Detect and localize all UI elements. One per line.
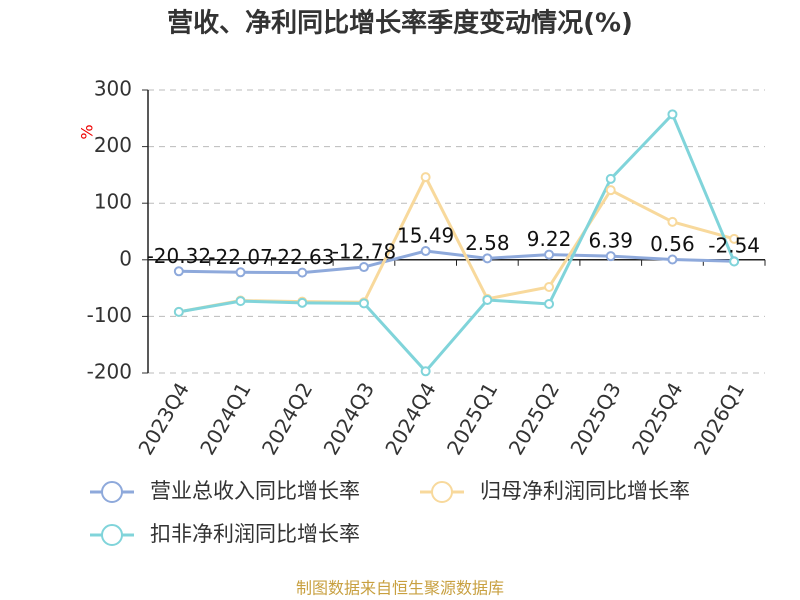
- legend-label: 归母净利润同比增长率: [480, 479, 690, 503]
- data-point: [235, 267, 246, 278]
- data-point: [420, 246, 431, 257]
- data-point: [605, 185, 616, 196]
- y-tick-label: 300: [94, 77, 132, 101]
- data-label: -20.32: [147, 244, 211, 268]
- y-tick-label: -200: [87, 360, 132, 384]
- legend-label: 扣非净利润同比增长率: [150, 522, 360, 546]
- data-point: [173, 306, 184, 317]
- data-point: [544, 298, 555, 309]
- data-point: [729, 233, 740, 244]
- data-label: 9.22: [527, 227, 572, 251]
- data-label: 2.58: [465, 231, 510, 255]
- x-tick-label: 2024Q2: [257, 378, 317, 459]
- data-point: [420, 366, 431, 377]
- data-label: 0.56: [650, 232, 695, 256]
- data-label: -2.54: [708, 234, 760, 258]
- x-tick-label: 2024Q1: [195, 378, 255, 459]
- data-point: [605, 251, 616, 262]
- legend-marker: [101, 481, 123, 503]
- data-label: -12.78: [332, 240, 396, 264]
- x-tick-label: 2025Q4: [627, 378, 687, 459]
- data-point: [358, 298, 369, 309]
- data-point: [173, 266, 184, 277]
- x-tick-label: 2025Q1: [442, 378, 502, 459]
- data-point: [729, 256, 740, 267]
- x-tick-label: 2024Q4: [380, 378, 440, 459]
- x-tick-label: 2024Q3: [319, 378, 379, 459]
- data-point: [482, 253, 493, 264]
- x-tick-label: 2025Q3: [565, 378, 625, 459]
- y-tick-label: 0: [119, 246, 132, 270]
- data-point: [297, 267, 308, 278]
- data-point: [544, 249, 555, 260]
- x-tick-label: 2025Q2: [504, 378, 564, 459]
- legend-marker: [101, 524, 123, 546]
- data-label: -22.63: [270, 245, 334, 269]
- data-point: [297, 297, 308, 308]
- data-point: [605, 173, 616, 184]
- data-label: -22.07: [208, 245, 272, 269]
- legend-label: 营业总收入同比增长率: [150, 479, 360, 503]
- data-point: [667, 216, 678, 227]
- source-note: 制图数据来自恒生聚源数据库: [296, 579, 504, 598]
- y-tick-label: 200: [94, 133, 132, 157]
- data-point: [358, 262, 369, 273]
- x-tick-label: 2026Q1: [689, 378, 749, 459]
- series-line: [178, 249, 735, 275]
- x-tick-label: 2023Q4: [133, 378, 193, 459]
- data-point: [482, 294, 493, 305]
- legend-marker: [431, 481, 453, 503]
- y-tick-label: 100: [94, 190, 132, 214]
- chart-title: 营收、净利同比增长率季度变动情况(%): [167, 8, 633, 39]
- data-point: [420, 172, 431, 183]
- y-axis-label: %: [78, 124, 97, 139]
- data-point: [667, 254, 678, 265]
- series-line: [178, 111, 736, 374]
- data-point: [235, 296, 246, 307]
- data-label: 6.39: [588, 229, 633, 253]
- data-point: [544, 281, 555, 292]
- data-label: 15.49: [397, 224, 454, 248]
- y-tick-label: -100: [87, 303, 132, 327]
- data-point: [667, 109, 678, 120]
